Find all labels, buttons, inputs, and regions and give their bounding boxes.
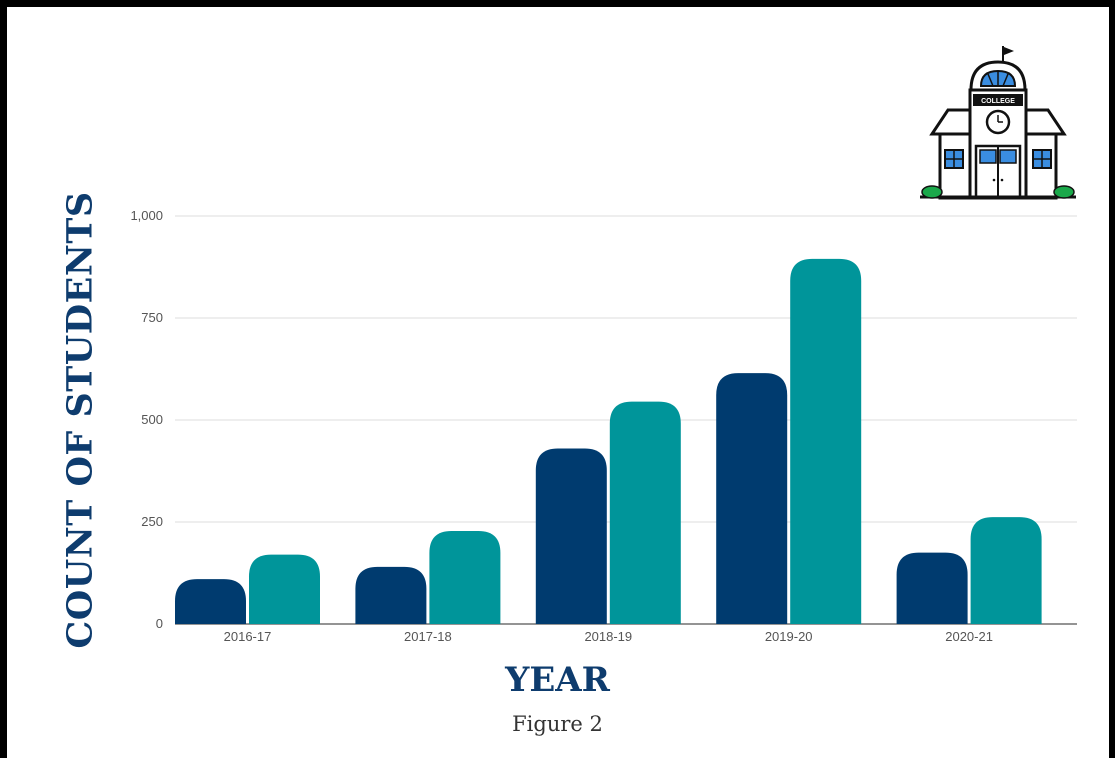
x-axis-label: YEAR <box>505 660 610 700</box>
bar-2017-18-series-2 <box>429 530 501 624</box>
y-tick-label: 250 <box>141 514 163 529</box>
y-tick-label: 500 <box>141 412 163 427</box>
bar-2018-19-series-2 <box>609 401 681 624</box>
bar-2020-21-series-1 <box>896 552 968 624</box>
bar-2020-21-series-2 <box>970 517 1042 624</box>
y-tick-label: 1,000 <box>130 208 163 223</box>
y-tick-label: 0 <box>156 616 163 631</box>
bar-2017-18-series-1 <box>355 566 427 624</box>
x-tick-label: 2016-17 <box>224 629 272 644</box>
bar-2016-17-series-2 <box>249 554 320 624</box>
x-tick-label: 2019-20 <box>765 629 813 644</box>
y-tick-label: 750 <box>141 310 163 325</box>
college-building-icon: COLLEGE <box>920 46 1076 200</box>
x-tick-label: 2020-21 <box>945 629 993 644</box>
bar-2019-20-series-2 <box>790 258 862 624</box>
bar-2019-20-series-1 <box>716 373 788 624</box>
bar-2016-17-series-1 <box>175 579 246 624</box>
x-tick-label: 2017-18 <box>404 629 452 644</box>
x-tick-label: 2018-19 <box>584 629 632 644</box>
college-sign-text: COLLEGE <box>981 98 1015 105</box>
y-axis-label: COUNT OF STUDENTS <box>59 191 101 649</box>
figure-caption: Figure 2 <box>512 712 603 736</box>
bar-2018-19-series-1 <box>535 448 607 624</box>
